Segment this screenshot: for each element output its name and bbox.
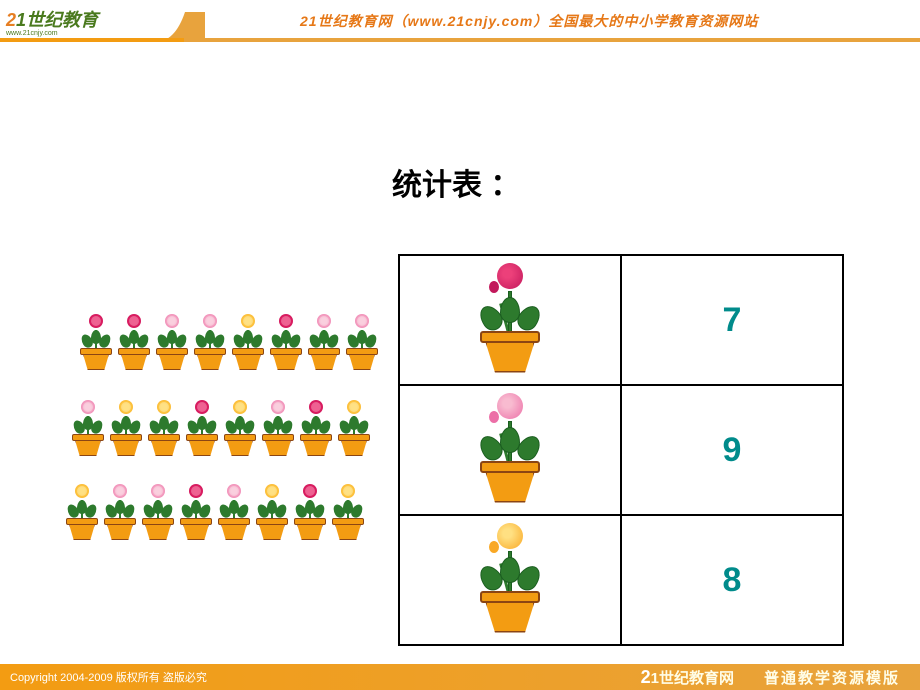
flower-large-red xyxy=(475,263,545,373)
flower-small-pink xyxy=(70,400,106,456)
flower-small-yellow xyxy=(222,400,258,456)
table-row: 7 xyxy=(399,255,843,385)
flower-small-yellow xyxy=(336,400,372,456)
flower-small-red xyxy=(292,484,328,540)
footer-logo: 2121世纪教育网世纪教育网 xyxy=(641,667,734,688)
flower-small-red xyxy=(116,314,152,370)
flower-icon-cell xyxy=(399,255,621,385)
flower-row xyxy=(64,484,382,540)
flower-small-yellow xyxy=(64,484,100,540)
logo-text: 2121世纪教育世纪教育 xyxy=(6,6,98,32)
flower-small-pink xyxy=(344,314,380,370)
footer-bar: Copyright 2004-2009 版权所有 盗版必究 2121世纪教育网世… xyxy=(0,664,920,690)
flower-small-pink xyxy=(192,314,228,370)
flower-small-yellow xyxy=(330,484,366,540)
count-cell: 8 xyxy=(621,515,843,645)
footer-template: 普通教学资源模版 xyxy=(764,667,900,688)
flower-small-red xyxy=(298,400,334,456)
flower-small-yellow xyxy=(230,314,266,370)
flower-small-red xyxy=(184,400,220,456)
flower-icon-cell xyxy=(399,515,621,645)
flower-small-red xyxy=(268,314,304,370)
table-row: 9 xyxy=(399,385,843,515)
footer-right: 2121世纪教育网世纪教育网 普通教学资源模版 xyxy=(641,667,920,688)
count-cell: 9 xyxy=(621,385,843,515)
flower-row xyxy=(70,400,382,456)
flower-small-pink xyxy=(260,400,296,456)
statistics-table: 7 9 8 xyxy=(398,254,844,646)
flower-row xyxy=(78,314,382,370)
copyright-text: Copyright 2004-2009 版权所有 盗版必究 xyxy=(0,669,641,685)
flower-small-pink xyxy=(216,484,252,540)
flower-small-pink xyxy=(140,484,176,540)
flower-small-pink xyxy=(306,314,342,370)
flower-small-yellow xyxy=(146,400,182,456)
flower-small-red xyxy=(178,484,214,540)
flower-large-yellow xyxy=(475,523,545,633)
flower-grid xyxy=(78,314,382,570)
flower-small-yellow xyxy=(108,400,144,456)
flower-small-pink xyxy=(102,484,138,540)
flower-small-yellow xyxy=(254,484,290,540)
logo: 2121世纪教育世纪教育 www.21cnjy.com xyxy=(0,0,160,42)
flower-large-pink xyxy=(475,393,545,503)
table-row: 8 xyxy=(399,515,843,645)
table-title: 统计表 ： xyxy=(392,160,520,204)
flower-small-red xyxy=(78,314,114,370)
header-tagline: 21世纪教育网（www.21cnjy.com）全国最大的中小学教育资源网站 xyxy=(160,11,920,31)
flower-icon-cell xyxy=(399,385,621,515)
count-cell: 7 xyxy=(621,255,843,385)
flower-small-pink xyxy=(154,314,190,370)
header-bar: 2121世纪教育世纪教育 www.21cnjy.com 21世纪教育网（www.… xyxy=(0,0,920,42)
slide-content: 统计表 ： xyxy=(0,42,920,664)
